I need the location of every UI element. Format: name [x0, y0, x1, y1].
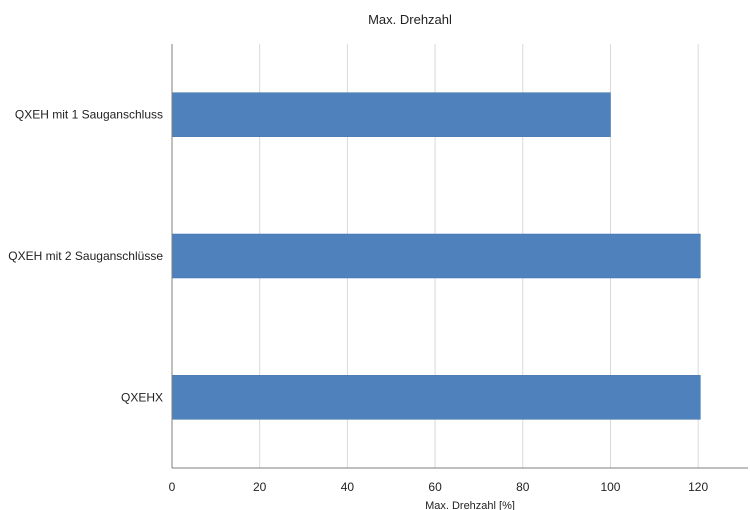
bar-1 [171, 92, 611, 137]
x-axis-title: Max. Drehzahl [%] [425, 500, 515, 510]
x-tick-labels: 0 20 40 60 80 100 120 [169, 480, 709, 494]
category-label-3: QXEHX [121, 390, 163, 404]
x-tick-label-80: 80 [516, 480, 530, 494]
bar-2 [171, 233, 701, 279]
x-tick-label-60: 60 [428, 480, 442, 494]
chart-title: Max. Drehzahl [368, 12, 452, 27]
x-tick-label-100: 100 [600, 480, 620, 494]
category-label-2: QXEH mit 2 Sauganschlüsse [8, 249, 163, 263]
bars [171, 92, 701, 420]
axes [171, 44, 748, 469]
category-labels: QXEH mit 1 Sauganschluss QXEH mit 2 Sauga… [8, 108, 163, 405]
x-tick-label-120: 120 [688, 480, 708, 494]
x-tick-label-0: 0 [169, 480, 176, 494]
category-label-1: QXEH mit 1 Sauganschluss [15, 108, 163, 122]
x-tick-label-20: 20 [253, 480, 267, 494]
bar-3 [171, 375, 701, 420]
x-tick-label-40: 40 [341, 480, 355, 494]
